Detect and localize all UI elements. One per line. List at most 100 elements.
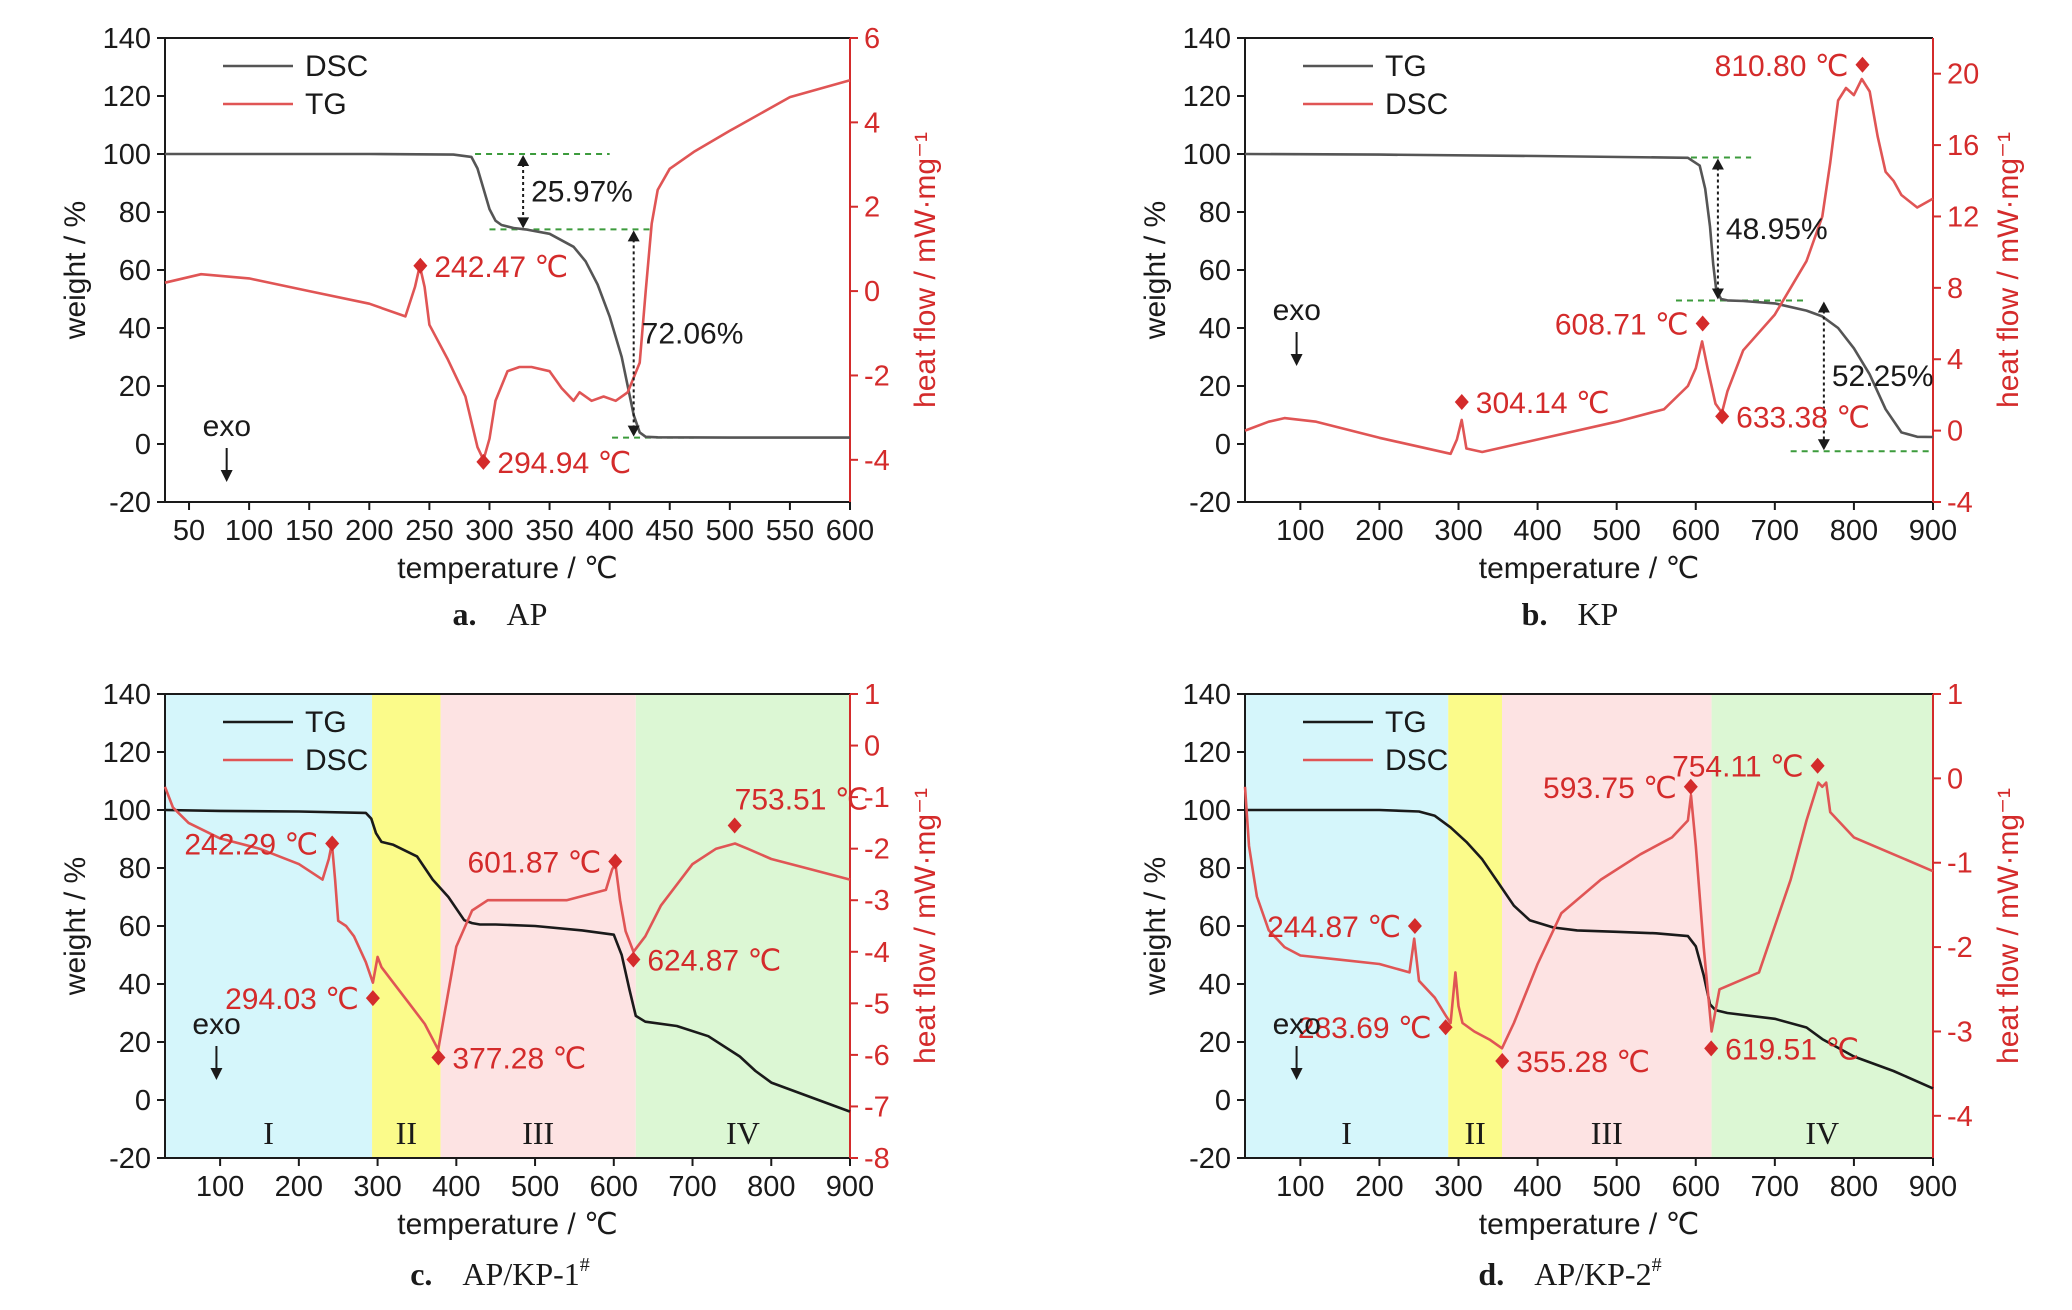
region-label-d-1: II [1464, 1115, 1485, 1151]
x-tick-label-a-1: 100 [225, 515, 273, 547]
y-tick-right-label-c-4: -4 [864, 937, 890, 969]
peak-label-a-1: 294.94 ℃ [497, 447, 631, 480]
exo-arrow-icon-d [1290, 1068, 1303, 1080]
y-tick-right-label-b-5: 16 [1947, 130, 1979, 162]
x-tick-label-a-0: 50 [173, 515, 205, 547]
exo-label-a: exo [203, 410, 251, 443]
y-tick-left-label-d-3: 40 [1199, 969, 1231, 1001]
region-label-d-3: IV [1805, 1115, 1839, 1151]
y-tick-left-label-c-1: 0 [135, 1085, 151, 1117]
y-tick-left-label-c-2: 20 [119, 1027, 151, 1059]
peak-label-d-4: 619.51 ℃ [1725, 1033, 1859, 1066]
y-axis-label-right-b: heat flow / mW·mg⁻¹ [1992, 132, 2025, 408]
legend-label-c-1: DSC [305, 744, 368, 777]
x-tick-label-d-3: 400 [1513, 1171, 1561, 1203]
x-tick-label-d-0: 100 [1276, 1171, 1324, 1203]
x-tick-label-c-6: 700 [668, 1171, 716, 1203]
x-tick-label-a-6: 350 [525, 515, 573, 547]
x-axis-label-d: temperature / ℃ [1479, 1208, 1699, 1241]
y-tick-right-label-a-2: 0 [864, 276, 880, 308]
arrow-head-down-a-0 [517, 217, 530, 229]
exo-arrow-icon-a [220, 470, 233, 482]
caption-sup-c: # [580, 1254, 590, 1276]
arrow-label-b-1: 52.25% [1832, 360, 1934, 393]
y-tick-right-label-b-4: 12 [1947, 201, 1979, 233]
y-tick-right-label-c-5: -3 [864, 885, 890, 917]
legend-label-b-1: DSC [1385, 88, 1448, 121]
y-tick-right-label-a-4: 4 [864, 107, 880, 139]
series-line-b-dsc [1244, 77, 1934, 456]
y-tick-left-label-b-2: 20 [1199, 371, 1231, 403]
x-tick-label-b-7: 800 [1830, 515, 1878, 547]
peak-marker-d-3 [1683, 778, 1698, 795]
y-tick-left-label-b-4: 60 [1199, 255, 1231, 287]
x-tick-label-c-5: 600 [590, 1171, 638, 1203]
y-tick-right-label-c-1: -7 [864, 1091, 890, 1123]
peak-marker-a-1 [476, 453, 491, 470]
peak-marker-c-4 [626, 951, 641, 968]
peak-label-c-2: 377.28 ℃ [452, 1042, 586, 1075]
y-tick-left-label-b-7: 120 [1183, 81, 1231, 113]
arrow-head-up-a-1 [627, 230, 640, 242]
arrow-label-b-0: 48.95% [1726, 213, 1828, 246]
x-tick-label-c-3: 400 [432, 1171, 480, 1203]
peak-label-b-0: 304.14 ℃ [1476, 387, 1610, 420]
y-tick-left-label-d-2: 20 [1199, 1027, 1231, 1059]
x-tick-label-c-8: 900 [826, 1171, 874, 1203]
x-tick-label-b-5: 600 [1672, 515, 1720, 547]
peak-label-d-3: 593.75 ℃ [1543, 772, 1677, 805]
y-tick-right-label-c-0: -8 [864, 1143, 890, 1175]
x-tick-label-d-2: 300 [1434, 1171, 1482, 1203]
caption-a: a. AP [453, 596, 548, 632]
legend-label-c-0: TG [305, 706, 347, 739]
region-c-3 [635, 694, 850, 1158]
peak-marker-c-2 [431, 1049, 446, 1066]
x-tick-label-d-5: 600 [1672, 1171, 1720, 1203]
peak-marker-c-1 [365, 990, 380, 1007]
x-tick-label-c-7: 800 [747, 1171, 795, 1203]
y-tick-left-label-b-5: 80 [1199, 197, 1231, 229]
y-tick-left-label-d-8: 140 [1183, 679, 1231, 711]
caption-c: c. AP/KP-1# [410, 1254, 590, 1292]
exo-label-c: exo [192, 1008, 240, 1041]
peak-marker-d-0 [1407, 918, 1422, 934]
region-label-c-3: IV [726, 1115, 760, 1151]
y-tick-right-label-b-3: 8 [1947, 273, 1963, 305]
arrow-head-down-b-1 [1817, 439, 1830, 451]
caption-letter-d: d. [1478, 1256, 1504, 1292]
exo-arrow-icon-b [1290, 354, 1303, 366]
peak-label-c-4: 624.87 ℃ [647, 945, 781, 978]
y-tick-right-label-b-0: -4 [1947, 487, 1973, 519]
y-axis-label-right-a: heat flow / mW·mg⁻¹ [909, 132, 942, 408]
x-tick-label-c-1: 200 [275, 1171, 323, 1203]
y-axis-label-left-b: weight / % [1139, 201, 1172, 340]
exo-label-d: exo [1273, 1008, 1321, 1041]
y-tick-left-label-a-0: -20 [109, 487, 151, 519]
x-tick-label-b-1: 200 [1355, 515, 1403, 547]
peak-marker-d-5 [1810, 757, 1825, 774]
arrow-head-up-b-1 [1817, 301, 1830, 313]
caption-sup-d: # [1652, 1254, 1662, 1276]
x-tick-label-c-4: 500 [511, 1171, 559, 1203]
y-tick-right-label-b-1: 0 [1947, 416, 1963, 448]
exo-arrow-icon-c [210, 1068, 223, 1080]
peak-marker-d-2 [1495, 1052, 1510, 1069]
peak-label-a-0: 242.47 ℃ [434, 251, 568, 284]
y-tick-left-label-a-6: 100 [103, 139, 151, 171]
y-axis-label-left-c: weight / % [59, 857, 92, 996]
legend-label-d-1: DSC [1385, 744, 1448, 777]
x-tick-label-c-2: 300 [353, 1171, 401, 1203]
x-tick-label-c-0: 100 [196, 1171, 244, 1203]
y-tick-right-label-a-3: 2 [864, 192, 880, 224]
y-tick-left-label-c-3: 40 [119, 969, 151, 1001]
region-label-c-1: II [396, 1115, 417, 1151]
y-axis-label-right-d: heat flow / mW·mg⁻¹ [1992, 788, 2025, 1064]
caption-letter-a: a. [453, 596, 477, 632]
y-tick-left-label-a-2: 20 [119, 371, 151, 403]
peak-label-c-1: 294.03 ℃ [225, 983, 359, 1016]
x-tick-label-a-9: 500 [706, 515, 754, 547]
region-d-2 [1502, 694, 1712, 1158]
y-tick-right-label-a-0: -4 [864, 445, 890, 477]
